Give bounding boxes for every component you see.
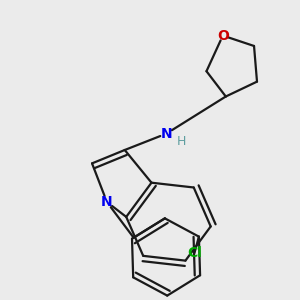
Text: O: O [217, 28, 229, 43]
Text: Cl: Cl [187, 246, 202, 260]
Text: N: N [160, 127, 172, 141]
Text: N: N [101, 195, 113, 209]
Text: H: H [177, 135, 187, 148]
